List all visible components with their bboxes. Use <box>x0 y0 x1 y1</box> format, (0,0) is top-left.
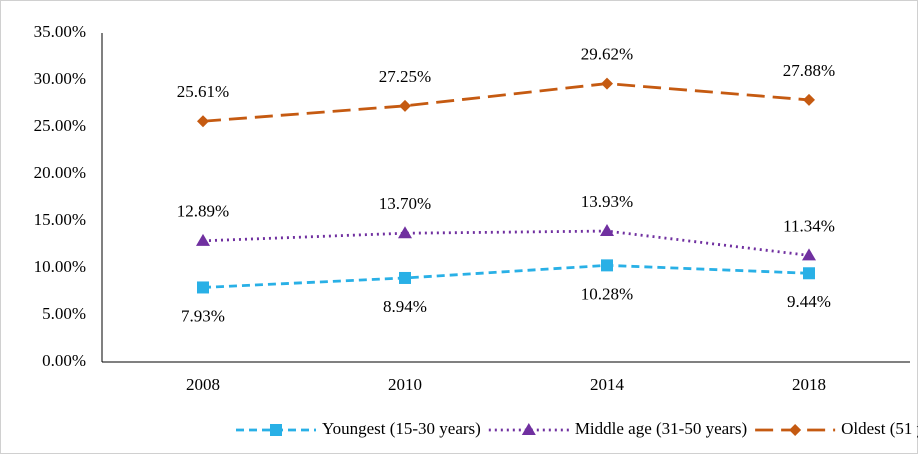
data-point <box>197 115 209 128</box>
data-point <box>600 224 614 237</box>
data-label: 7.93% <box>181 306 225 325</box>
data-point <box>803 93 815 106</box>
data-label: 13.70% <box>379 194 431 213</box>
data-label: 27.25% <box>379 67 431 86</box>
x-tick-label: 2014 <box>590 375 625 394</box>
series-line <box>202 82 810 123</box>
data-label: 9.44% <box>787 292 831 311</box>
legend-marker <box>521 423 536 435</box>
data-label: 8.94% <box>383 297 427 316</box>
data-label: 25.61% <box>177 82 229 101</box>
data-point <box>398 226 412 239</box>
y-tick-label: 30.00% <box>34 69 86 88</box>
legend-label: Oldest (51 years and over) <box>841 419 918 438</box>
y-tick-label: 20.00% <box>34 163 86 182</box>
x-tick-label: 2018 <box>792 375 826 394</box>
data-point <box>802 248 816 261</box>
y-tick-label: 15.00% <box>34 210 86 229</box>
legend-label: Middle age (31-50 years) <box>575 419 747 438</box>
data-point <box>196 233 210 246</box>
legend-label: Youngest (15-30 years) <box>322 419 481 438</box>
legend-marker <box>270 424 282 436</box>
data-label: 12.89% <box>177 202 229 221</box>
data-point <box>197 281 209 294</box>
data-point <box>803 267 815 280</box>
data-point <box>399 99 411 112</box>
x-tick-label: 2010 <box>388 375 422 394</box>
data-label: 29.62% <box>581 44 633 63</box>
series-line <box>202 263 810 289</box>
data-label: 10.28% <box>581 284 633 303</box>
y-tick-label: 5.00% <box>42 304 86 323</box>
data-point <box>601 259 613 272</box>
data-label: 13.93% <box>581 192 633 211</box>
legend-marker <box>789 424 802 436</box>
x-tick-label: 2008 <box>186 375 220 394</box>
data-label: 27.88% <box>783 61 835 80</box>
y-tick-label: 25.00% <box>34 116 86 135</box>
data-label: 11.34% <box>783 216 835 235</box>
data-point <box>399 271 411 284</box>
data-point <box>601 77 613 90</box>
y-tick-label: 10.00% <box>34 257 86 276</box>
y-tick-label: 35.00% <box>34 22 86 41</box>
series-line <box>202 229 810 257</box>
y-tick-label: 0.00% <box>42 351 86 370</box>
